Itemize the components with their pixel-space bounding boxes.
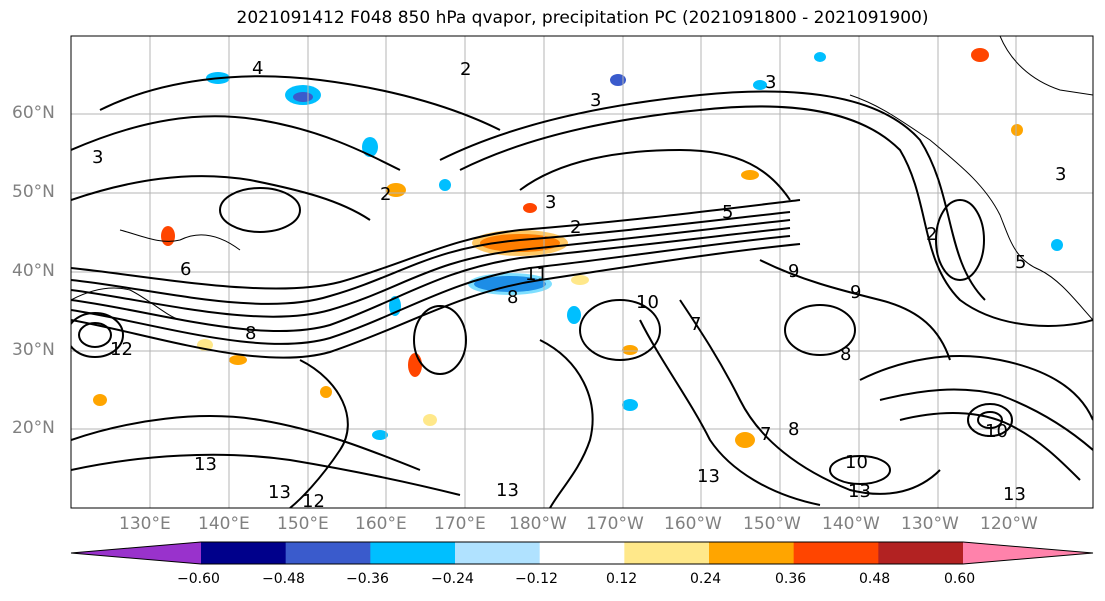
contour-label: 13	[697, 466, 720, 487]
graticule	[71, 36, 1093, 508]
contour-label: 2	[460, 59, 471, 80]
lon-label: 160°W	[664, 514, 722, 534]
colorbar-tick-label: 0.60	[944, 571, 976, 587]
lon-label: 180°W	[509, 514, 567, 534]
contour-label: 12	[110, 339, 133, 360]
contour-label: 9	[850, 282, 861, 303]
lon-label: 140°E	[198, 514, 250, 534]
contour-label: 7	[760, 424, 771, 445]
map-title: 2021091412 F048 850 hPa qvapor, precipit…	[236, 8, 929, 28]
colorbar-swatch	[878, 542, 964, 564]
colorbar-swatch	[370, 542, 456, 564]
contour-label: 2	[926, 224, 937, 245]
lon-label: 160°E	[355, 514, 407, 534]
contour-label: 5	[1015, 252, 1026, 273]
contour-label: 10	[985, 421, 1008, 442]
contour-label: 8	[840, 344, 851, 365]
colorbar-swatch	[624, 542, 710, 564]
colorbar-swatch	[455, 542, 541, 564]
contour-label: 7	[690, 314, 701, 335]
colorbar-swatch	[201, 542, 287, 564]
colorbar-tick-label: 0.24	[690, 571, 722, 587]
colorbar-swatch	[709, 542, 795, 564]
lon-label: 140°W	[822, 514, 880, 534]
contour-label: 2	[380, 184, 391, 205]
contour-label: 3	[92, 147, 103, 168]
contour-label: 13	[496, 480, 519, 501]
contour-label: 8	[788, 419, 799, 440]
colorbar-tick-label: −0.24	[431, 571, 474, 587]
contour-label: 3	[545, 192, 556, 213]
map-frame	[70, 35, 1094, 509]
lat-label: 30°N	[12, 340, 55, 360]
colorbar-tick-label: −0.60	[177, 571, 220, 587]
contour-labels: 3 4 2 3 3 2 3 2 5 11 9 8 10 7 8 9 8 12 1…	[92, 58, 1066, 512]
colorbar-swatch	[285, 542, 371, 564]
contour-label: 11	[525, 264, 548, 285]
contour-label: 3	[1055, 164, 1066, 185]
lon-label: 150°E	[277, 514, 329, 534]
lon-label: 170°E	[434, 514, 486, 534]
contour-label: 9	[788, 261, 799, 282]
colorbar-tick-label: −0.12	[515, 571, 558, 587]
colorbar-outline	[70, 541, 1094, 565]
lat-label: 20°N	[12, 418, 55, 438]
contour-label: 10	[636, 292, 659, 313]
contour-label: 13	[268, 482, 291, 503]
colorbar-tick-label: 0.36	[775, 571, 807, 587]
contour-label: 13	[848, 481, 871, 502]
contour-label: 3	[590, 90, 601, 111]
lat-label: 40°N	[12, 261, 55, 281]
contour-label: 13	[1003, 484, 1026, 505]
contour-label: 12	[302, 491, 325, 512]
colorbar-tick-label: 0.48	[859, 571, 891, 587]
colorbar-swatch	[793, 542, 879, 564]
precip-shading	[93, 48, 1063, 448]
lat-label: 60°N	[12, 103, 55, 123]
qvapor-contours	[71, 75, 1093, 508]
colorbar	[70, 541, 1094, 565]
colorbar-tick-label: −0.48	[262, 571, 305, 587]
contour-label: 6	[180, 259, 191, 280]
colorbar-tick-label: −0.36	[346, 571, 389, 587]
contour-label: 8	[245, 323, 256, 344]
lon-label: 150°W	[743, 514, 801, 534]
contour-label: 3	[765, 72, 776, 93]
contour-label: 2	[570, 217, 581, 238]
colorbar-swatch	[539, 542, 625, 564]
lon-label: 170°W	[586, 514, 644, 534]
lon-label: 130°E	[119, 514, 171, 534]
colorbar-swatch	[963, 542, 1093, 564]
contour-label: 13	[194, 454, 217, 475]
contour-label: 4	[252, 58, 263, 79]
lon-label: 130°W	[901, 514, 959, 534]
contour-label: 10	[845, 452, 868, 473]
lon-label: 120°W	[980, 514, 1038, 534]
contour-label: 8	[507, 287, 518, 308]
contour-label: 5	[722, 202, 733, 223]
lat-label: 50°N	[12, 182, 55, 202]
colorbar-swatch	[71, 542, 201, 564]
colorbar-tick-label: 0.12	[606, 571, 638, 587]
